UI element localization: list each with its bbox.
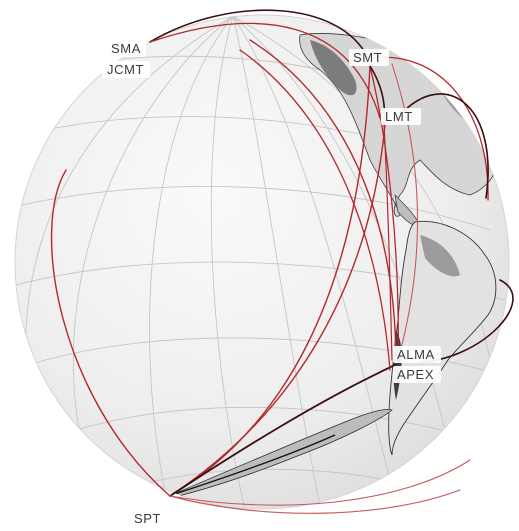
label-spt[interactable]: SPT <box>130 510 166 527</box>
label-lmt-text: LMT <box>385 109 413 124</box>
baseline-smt-far <box>371 56 489 201</box>
baseline-sma-alma <box>249 39 397 361</box>
baseline-lmt-alma <box>383 123 393 361</box>
label-lmt[interactable]: LMT <box>381 108 421 125</box>
baseline-smt-alma <box>369 65 399 361</box>
label-apex-text: APEX <box>397 367 434 382</box>
label-apex[interactable]: APEX <box>393 366 441 383</box>
baseline-sma-lmt <box>149 22 381 119</box>
south-america <box>388 220 497 456</box>
baseline-spt-lmt <box>169 124 386 497</box>
baseline-lmt-far <box>395 93 489 199</box>
baseline-spt-alma <box>169 364 396 497</box>
baseline-jcmt-alma <box>239 49 391 371</box>
label-spt-text: SPT <box>134 511 161 526</box>
baselines <box>50 9 514 514</box>
label-alma[interactable]: ALMA <box>393 346 441 363</box>
baseline-spt-sma <box>50 169 171 497</box>
baseline-spt-smt <box>169 64 371 497</box>
label-sma[interactable]: SMA <box>106 40 146 57</box>
label-jcmt-text: JCMT <box>107 62 144 77</box>
label-smt-text: SMT <box>353 50 382 65</box>
baseline-spt-far-2 <box>169 459 471 506</box>
label-jcmt[interactable]: JCMT <box>102 61 150 78</box>
label-alma-text: ALMA <box>397 347 435 362</box>
label-smt[interactable]: SMT <box>349 49 389 66</box>
label-sma-text: SMA <box>111 41 141 56</box>
baseline-sma-smt <box>149 9 369 59</box>
station-labels: SMA JCMT SMT LMT ALMA APEX SPT <box>102 40 441 527</box>
baseline-spt-far-1 <box>169 489 461 514</box>
baseline-alma-far <box>419 279 514 363</box>
antarctica <box>159 409 393 501</box>
graticule <box>15 15 506 509</box>
